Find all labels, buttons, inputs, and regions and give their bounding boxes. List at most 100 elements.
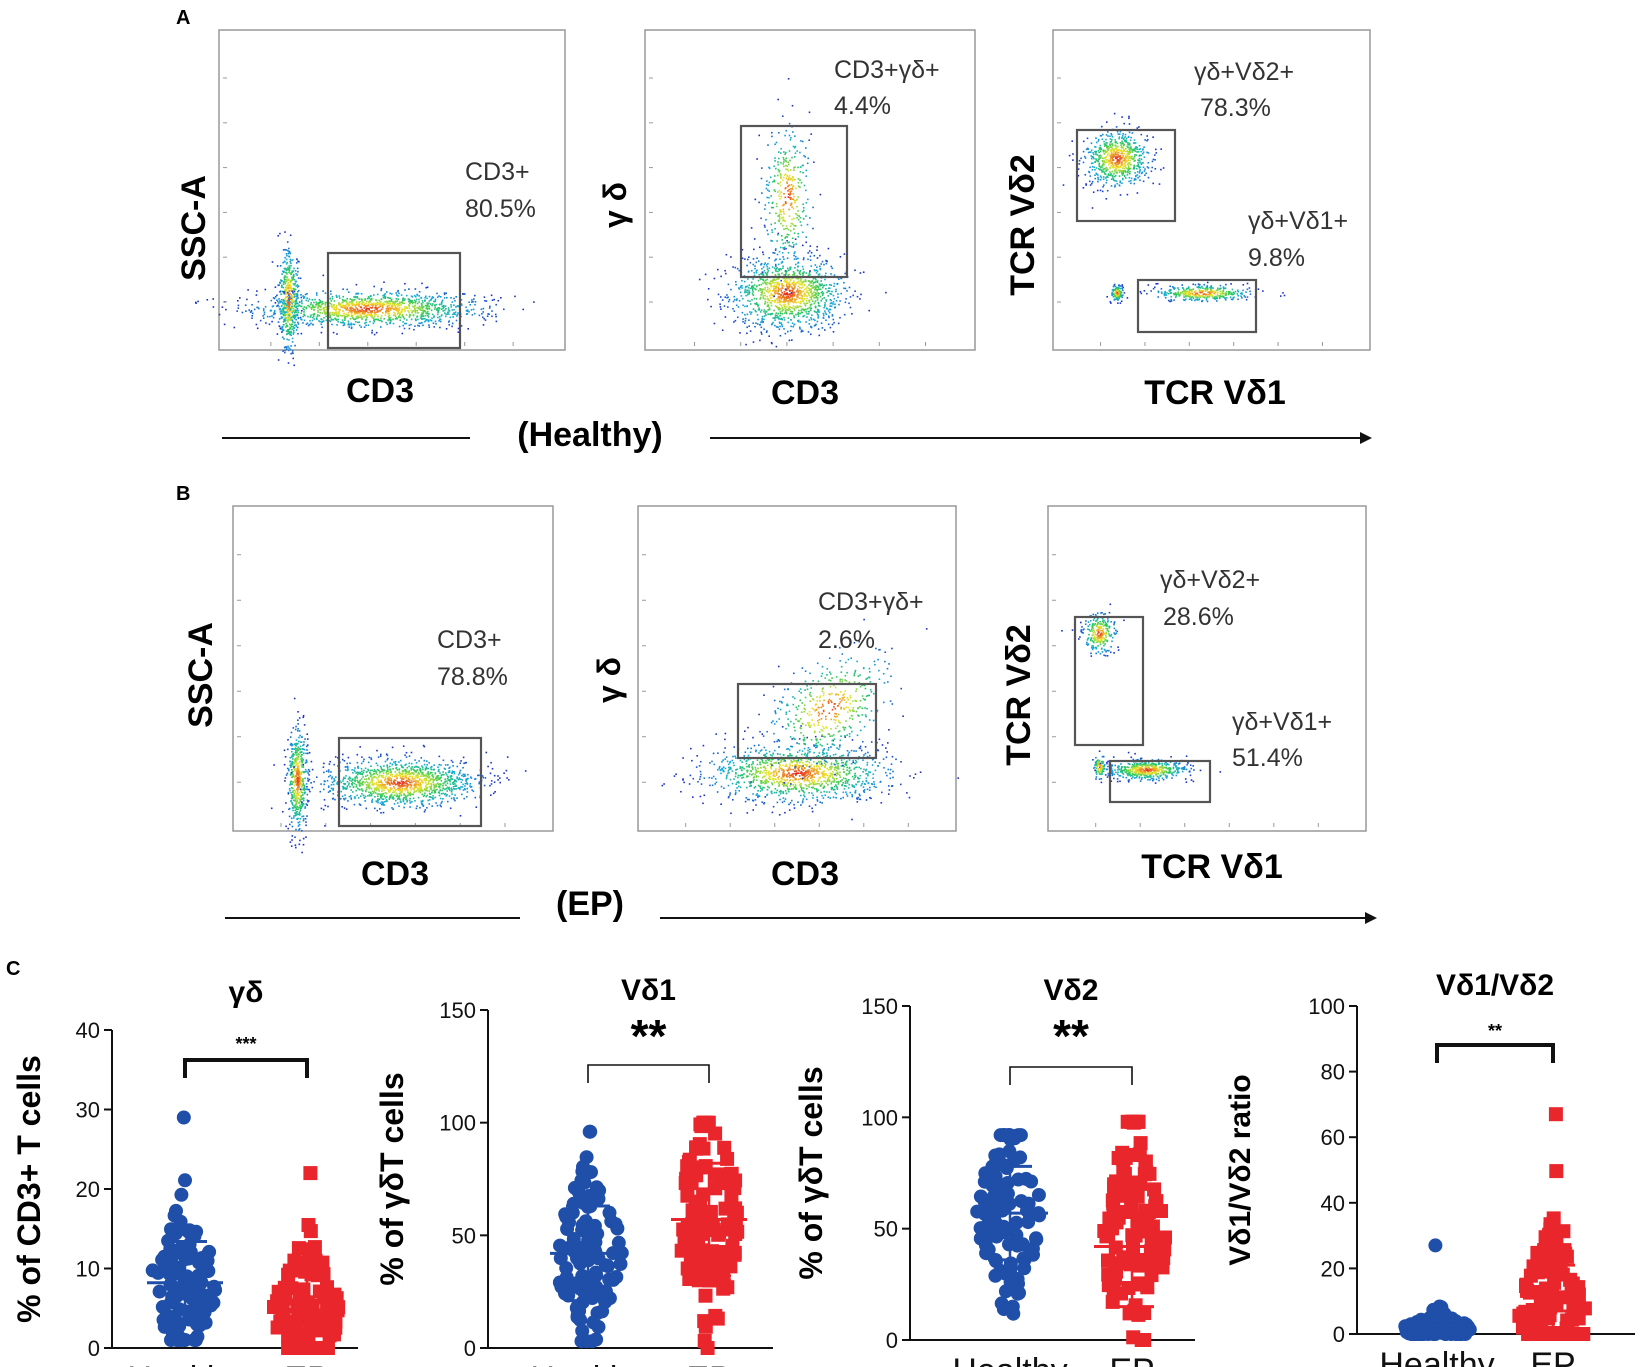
data-point [1007, 1131, 1022, 1146]
y-tick-label: 100 [439, 1111, 476, 1136]
series-ep-points [674, 1115, 745, 1355]
data-point [307, 1240, 322, 1255]
panel-b-plot-3: γδ+Vδ2+ 28.6% γδ+Vδ1+ 51.4% TCR Vδ2 TCR … [1000, 505, 1367, 886]
data-point [295, 1255, 310, 1270]
x-category-label: EP [1109, 1352, 1154, 1367]
data-point [180, 1269, 194, 1284]
data-point [689, 1141, 704, 1156]
y-tick-label: 20 [76, 1177, 100, 1202]
data-point [703, 1204, 718, 1219]
data-point [988, 1227, 1003, 1242]
y-tick-label: 30 [76, 1098, 100, 1123]
data-point [1521, 1327, 1536, 1341]
significance-bracket [1009, 1066, 1133, 1085]
data-point [1010, 1286, 1025, 1301]
data-point [1564, 1278, 1579, 1293]
data-point [701, 1115, 716, 1130]
data-point [180, 1304, 195, 1319]
y-tick-label: 0 [88, 1336, 100, 1361]
panel-a-plot-3: γδ+Vδ2+ 78.3% γδ+Vδ1+ 9.8% TCR Vδ2 TCR V… [1004, 29, 1371, 412]
y-tick-label: 20 [1321, 1256, 1345, 1281]
plot-title: Vδ1/Vδ2 [1436, 969, 1554, 1002]
data-point [290, 1341, 305, 1355]
data-point [560, 1222, 575, 1236]
data-point [576, 1159, 590, 1174]
data-point [1548, 1107, 1563, 1122]
data-point [716, 1278, 731, 1293]
data-point [1546, 1211, 1561, 1226]
data-point [704, 1244, 719, 1259]
data-point [698, 1288, 713, 1303]
data-point [1558, 1246, 1573, 1261]
data-point [1133, 1136, 1148, 1151]
y-axis-label: SSC-A [175, 175, 213, 281]
y-axis-label: % of γδT cells [793, 1066, 829, 1279]
data-point [1130, 1213, 1145, 1228]
data-point [721, 1222, 736, 1237]
panel-b-plot-2: CD3+γδ+ 2.6% γ δ CD3 [591, 505, 959, 893]
y-tick-label: 100 [861, 1105, 898, 1130]
data-point [1021, 1215, 1036, 1230]
data-point [163, 1241, 178, 1256]
x-axis-label: TCR Vδ1 [1144, 374, 1286, 412]
data-point [1560, 1313, 1575, 1328]
y-tick-label: 0 [464, 1336, 476, 1361]
gate-cd3-gd-positive [736, 682, 878, 760]
plot-frame [637, 505, 957, 832]
data-point [613, 1257, 628, 1271]
data-point [1015, 1237, 1030, 1252]
data-point [155, 1300, 170, 1314]
data-point [1428, 1238, 1443, 1253]
y-tick-label: 60 [1321, 1125, 1345, 1150]
y-tick-label: 50 [874, 1217, 898, 1242]
data-point [1101, 1278, 1116, 1293]
data-point [190, 1295, 205, 1309]
data-point [696, 1187, 711, 1202]
data-point [588, 1265, 603, 1280]
y-tick-label: 0 [886, 1328, 898, 1353]
x-axis-label: CD3 [346, 372, 414, 410]
data-point [685, 1203, 700, 1218]
gate-label-name: CD3+ [465, 158, 530, 186]
plot-frame [1052, 29, 1371, 351]
y-axis-label: γ δ [597, 182, 633, 228]
data-point [1029, 1231, 1043, 1246]
data-point [559, 1208, 574, 1223]
condition-label: (EP) [556, 885, 624, 923]
data-point [1540, 1285, 1555, 1300]
gate-cd3-positive [326, 251, 462, 350]
y-tick-label: 100 [1308, 994, 1345, 1019]
series-healthy-points [552, 1124, 629, 1349]
y-axis-label: Vδ1/Vδ2 ratio [1224, 1074, 1257, 1265]
data-point [553, 1238, 567, 1253]
data-point [1549, 1164, 1564, 1179]
data-point [1004, 1303, 1019, 1317]
data-point [1129, 1114, 1144, 1129]
data-point [152, 1284, 167, 1299]
data-point [973, 1189, 988, 1204]
data-point [582, 1224, 597, 1239]
data-point [717, 1140, 732, 1155]
data-point [173, 1214, 188, 1229]
data-point [723, 1259, 738, 1274]
y-tick-label: 150 [861, 994, 898, 1019]
data-point [698, 1319, 713, 1334]
data-point [988, 1268, 1003, 1283]
data-point [598, 1284, 613, 1299]
x-category-label: Healthy [1379, 1346, 1494, 1367]
data-point [169, 1203, 183, 1218]
significance-label: ** [1053, 1010, 1089, 1062]
data-point [1009, 1215, 1024, 1230]
data-point [992, 1147, 1007, 1162]
data-point [573, 1256, 588, 1271]
data-point [694, 1226, 709, 1241]
series-ep-points [1097, 1114, 1172, 1347]
plot-title: Vδ2 [1044, 974, 1099, 1007]
data-point [164, 1333, 178, 1347]
flow-density [649, 77, 926, 348]
data-point [576, 1175, 591, 1190]
plot-frame [218, 29, 566, 351]
data-point [1003, 1275, 1018, 1290]
data-point [1128, 1228, 1143, 1243]
